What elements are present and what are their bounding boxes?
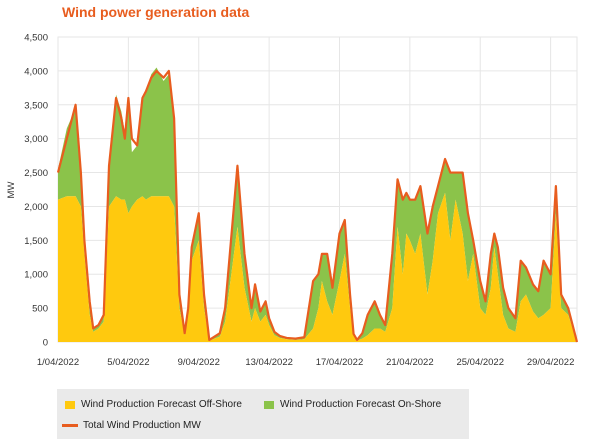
- y-tick-label: 500: [32, 304, 48, 315]
- legend-item-onshore: Wind Production Forecast On-Shore: [264, 399, 441, 410]
- x-tick-label: 9/04/2022: [178, 357, 220, 368]
- chart-title: Wind power generation data: [62, 4, 250, 20]
- y-tick-label: 2,000: [24, 202, 48, 213]
- legend-item-offshore: Wind Production Forecast Off-Shore: [65, 399, 242, 410]
- x-tick-label: 17/04/2022: [316, 357, 364, 368]
- x-tick-label: 21/04/2022: [386, 357, 434, 368]
- total-line-swatch: [62, 424, 78, 427]
- offshore-swatch: [65, 400, 75, 409]
- y-tick-label: 3,500: [24, 100, 48, 111]
- offshore-area: [58, 192, 577, 342]
- onshore-area: [58, 67, 577, 342]
- y-tick-label: 4,500: [24, 33, 48, 44]
- y-tick-label: 4,000: [24, 66, 48, 77]
- total-production-line: [56, 69, 579, 343]
- x-tick-label: 5/04/2022: [107, 357, 149, 368]
- y-tick-label: 1,000: [24, 270, 48, 281]
- legend-label-total: Total Wind Production MW: [83, 420, 201, 431]
- x-tick-label: 29/04/2022: [527, 357, 575, 368]
- y-axis-label: MW: [6, 182, 17, 199]
- chart-legend: Wind Production Forecast Off-Shore Wind …: [57, 389, 469, 439]
- x-axis-ticks: 1/04/2022 5/04/2022 9/04/2022 13/04/2022 17/…: [37, 357, 575, 368]
- y-tick-label: 1,500: [24, 236, 48, 247]
- x-tick-label: 25/04/2022: [456, 357, 504, 368]
- x-tick-label: 1/04/2022: [37, 357, 79, 368]
- x-tick-label: 13/04/2022: [245, 357, 293, 368]
- legend-item-total: Total Wind Production MW: [62, 420, 201, 431]
- onshore-swatch: [264, 400, 274, 409]
- y-tick-label: 0: [43, 338, 48, 349]
- legend-label-offshore: Wind Production Forecast Off-Shore: [81, 399, 242, 410]
- y-axis-ticks: 0 500 1,000 1,500 2,000 2,500 3,000 3,500 4,000 4…: [24, 33, 48, 349]
- y-tick-label: 2,500: [24, 168, 48, 179]
- y-tick-label: 3,000: [24, 134, 48, 145]
- line-series: [56, 69, 579, 343]
- area-series: [58, 67, 577, 342]
- wind-power-chart: 0 500 1,000 1,500 2,000 2,500 3,000 3,500 4,000 4…: [6, 33, 579, 368]
- legend-label-onshore: Wind Production Forecast On-Shore: [280, 399, 442, 410]
